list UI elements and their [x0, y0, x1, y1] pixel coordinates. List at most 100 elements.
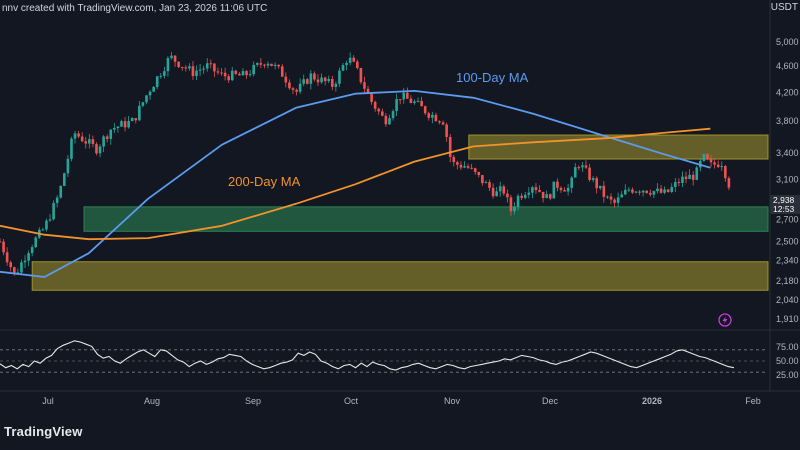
candle-body[interactable] — [502, 186, 506, 194]
candle-body[interactable] — [488, 182, 491, 188]
candle-body[interactable] — [523, 194, 527, 198]
support-resistance-zone[interactable] — [31, 261, 769, 291]
candle-body[interactable] — [491, 187, 495, 197]
candle-body[interactable] — [495, 191, 498, 197]
candle-body[interactable] — [659, 188, 663, 193]
candle-body[interactable] — [234, 70, 238, 74]
candle-body[interactable] — [109, 129, 113, 139]
candle-body[interactable] — [84, 141, 88, 144]
candle-body[interactable] — [88, 139, 91, 144]
candle-body[interactable] — [291, 88, 295, 90]
ma100-line[interactable] — [0, 90, 711, 278]
candle-body[interactable] — [123, 121, 127, 128]
candle-body[interactable] — [198, 69, 202, 71]
candle-body[interactable] — [724, 166, 727, 179]
candle-body[interactable] — [166, 58, 170, 72]
candle-body[interactable] — [180, 67, 184, 69]
candle-body[interactable] — [284, 76, 288, 83]
candle-body[interactable] — [498, 186, 502, 192]
candle-body[interactable] — [288, 82, 291, 89]
candle-body[interactable] — [481, 175, 484, 184]
candle-body[interactable] — [238, 73, 241, 76]
candle-body[interactable] — [91, 139, 95, 144]
candle-body[interactable] — [648, 192, 652, 195]
candle-body[interactable] — [545, 194, 548, 199]
candle-body[interactable] — [273, 64, 277, 66]
candle-body[interactable] — [413, 101, 416, 104]
rsi-line[interactable] — [0, 340, 735, 371]
candle-body[interactable] — [345, 62, 348, 66]
candle-body[interactable] — [641, 190, 645, 193]
candle-body[interactable] — [409, 98, 413, 104]
candle-body[interactable] — [195, 70, 198, 77]
candle-body[interactable] — [581, 165, 584, 168]
candle-body[interactable] — [152, 86, 155, 92]
candle-body[interactable] — [688, 174, 691, 180]
candle-body[interactable] — [623, 189, 627, 195]
candle-body[interactable] — [280, 66, 284, 77]
candle-body[interactable] — [202, 68, 205, 70]
candle-body[interactable] — [245, 71, 248, 76]
candle-body[interactable] — [584, 165, 588, 168]
candle-body[interactable] — [134, 118, 138, 121]
candle-body[interactable] — [270, 63, 273, 66]
candle-body[interactable] — [388, 118, 391, 125]
candle-body[interactable] — [327, 79, 331, 82]
candle-body[interactable] — [313, 73, 316, 80]
candle-body[interactable] — [34, 237, 38, 248]
candle-body[interactable] — [170, 55, 173, 59]
candle-body[interactable] — [95, 143, 98, 154]
candle-body[interactable] — [620, 194, 624, 198]
candle-body[interactable] — [5, 252, 9, 263]
candle-body[interactable] — [652, 191, 656, 195]
candle-body[interactable] — [634, 191, 638, 193]
candle-body[interactable] — [48, 219, 52, 221]
candle-body[interactable] — [591, 178, 595, 180]
candle-body[interactable] — [716, 164, 720, 168]
candle-body[interactable] — [420, 100, 423, 107]
candle-body[interactable] — [674, 182, 677, 187]
candle-body[interactable] — [295, 89, 298, 92]
candle-body[interactable] — [548, 194, 552, 199]
candle-body[interactable] — [12, 267, 16, 273]
candle-body[interactable] — [341, 65, 345, 71]
candle-body[interactable] — [255, 63, 259, 65]
candle-body[interactable] — [305, 79, 309, 84]
candle-body[interactable] — [80, 136, 84, 142]
candle-body[interactable] — [588, 167, 591, 180]
candle-body[interactable] — [20, 262, 23, 273]
candle-body[interactable] — [52, 202, 55, 220]
candle-body[interactable] — [320, 77, 323, 83]
candle-body[interactable] — [638, 191, 641, 193]
ma200-line[interactable] — [0, 127, 711, 241]
candle-body[interactable] — [263, 64, 266, 66]
candle-body[interactable] — [459, 164, 463, 168]
candle-body[interactable] — [577, 167, 581, 169]
candle-body[interactable] — [227, 76, 230, 81]
candle-body[interactable] — [727, 178, 731, 188]
candle-body[interactable] — [145, 95, 148, 103]
candle-body[interactable] — [155, 76, 159, 87]
candle-body[interactable] — [559, 187, 563, 191]
candle-body[interactable] — [531, 187, 534, 193]
candle-body[interactable] — [423, 106, 427, 114]
candle-body[interactable] — [223, 72, 227, 77]
candle-body[interactable] — [338, 70, 341, 84]
candle-body[interactable] — [216, 71, 220, 73]
candle-body[interactable] — [677, 182, 681, 184]
candle-body[interactable] — [127, 121, 130, 128]
candle-body[interactable] — [184, 67, 188, 69]
candle-body[interactable] — [116, 126, 120, 129]
candle-body[interactable] — [205, 63, 209, 69]
candle-body[interactable] — [248, 74, 252, 76]
candle-body[interactable] — [631, 189, 634, 193]
candle-body[interactable] — [252, 64, 255, 75]
candle-body[interactable] — [706, 154, 709, 160]
candle-body[interactable] — [323, 77, 327, 82]
candle-body[interactable] — [566, 187, 570, 192]
candle-body[interactable] — [702, 154, 706, 161]
candle-body[interactable] — [552, 181, 556, 199]
candle-body[interactable] — [73, 133, 77, 139]
lightning-icon[interactable] — [718, 313, 732, 327]
candle-body[interactable] — [66, 158, 70, 174]
